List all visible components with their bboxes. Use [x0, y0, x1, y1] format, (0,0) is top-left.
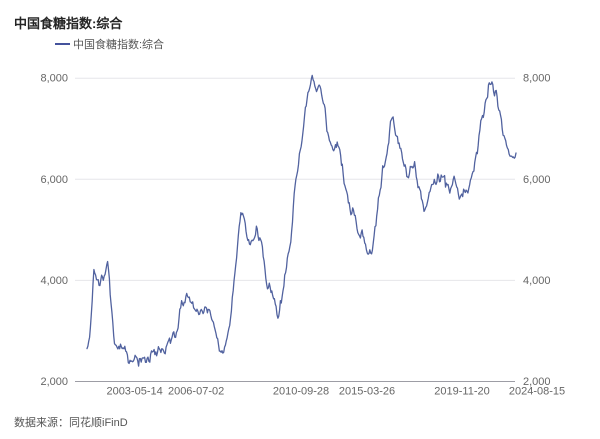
svg-text:2010-09-28: 2010-09-28 [273, 386, 329, 398]
svg-text:8,000: 8,000 [40, 73, 68, 85]
svg-text:6,000: 6,000 [40, 174, 68, 186]
svg-text:2006-07-02: 2006-07-02 [168, 386, 224, 398]
svg-text:6,000: 6,000 [523, 174, 551, 186]
svg-text:2024-08-15: 2024-08-15 [509, 386, 565, 398]
svg-text:2003-05-14: 2003-05-14 [106, 386, 162, 398]
svg-text:4,000: 4,000 [40, 275, 68, 287]
svg-text:8,000: 8,000 [523, 73, 551, 85]
svg-text:2,000: 2,000 [40, 376, 68, 388]
svg-text:2015-03-26: 2015-03-26 [339, 386, 395, 398]
svg-text:4,000: 4,000 [523, 275, 551, 287]
svg-text:2019-11-20: 2019-11-20 [434, 386, 489, 398]
